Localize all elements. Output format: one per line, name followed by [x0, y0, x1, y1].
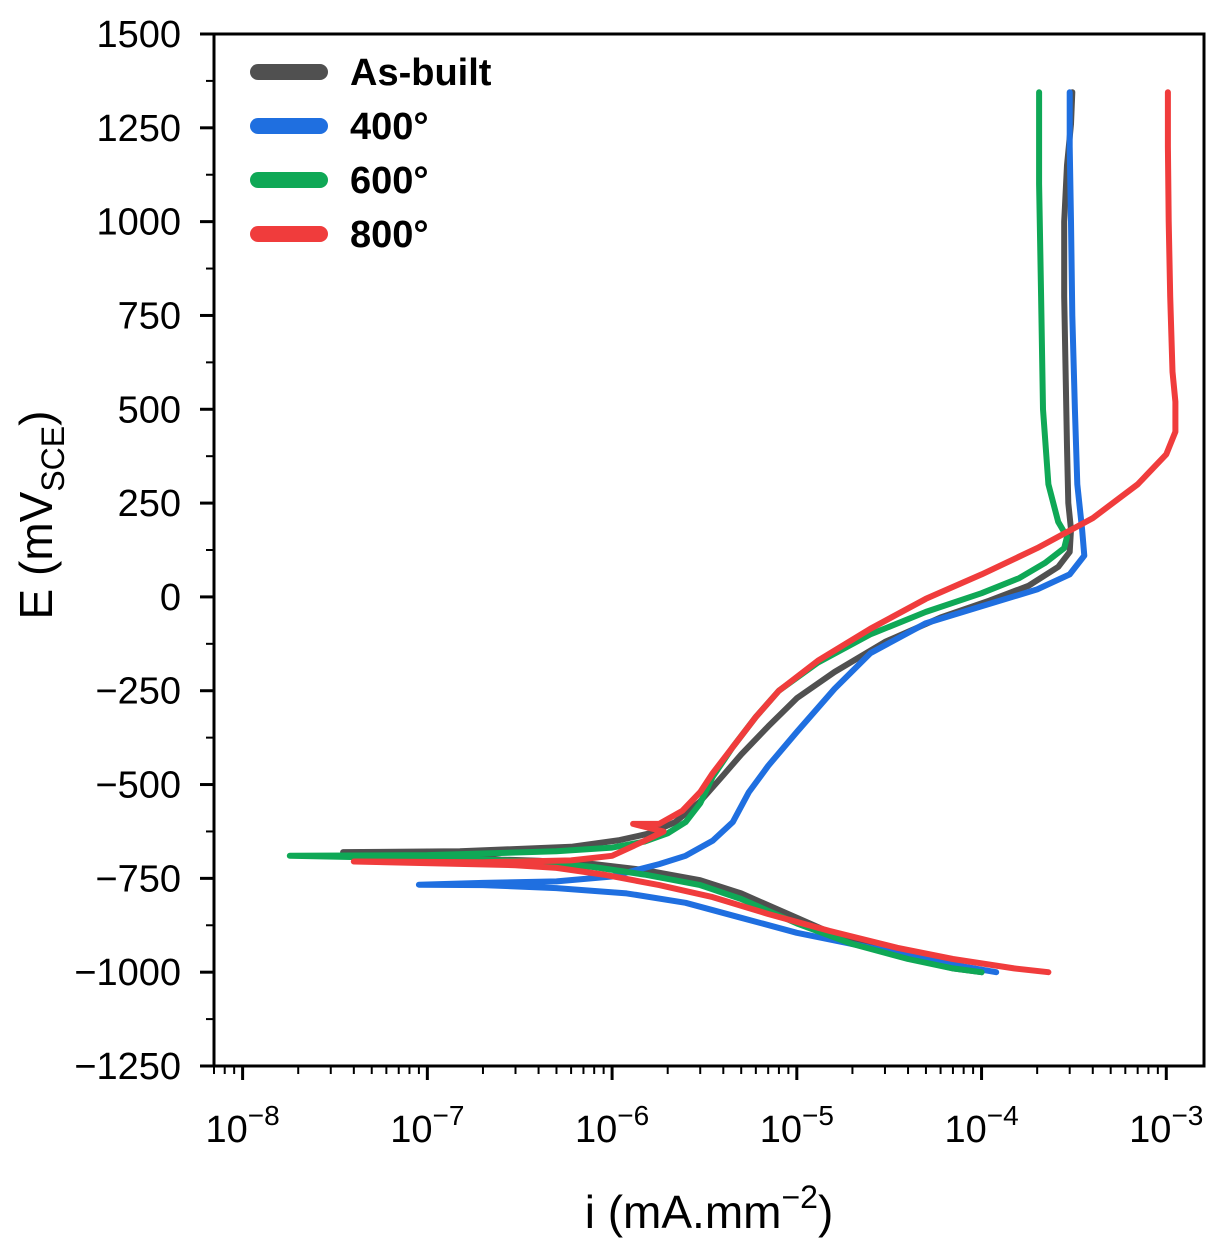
x-tick-label: 10−7	[390, 1100, 464, 1151]
y-tick-label: 1000	[96, 202, 181, 244]
y-tick-label: −1250	[74, 1046, 181, 1088]
x-tick-label: 10−6	[575, 1100, 649, 1151]
ticks-layer: 1500 1250 1000 750 500 250 0 −250 −500 −750 −1000 −…	[74, 14, 1203, 1151]
legend: As-built 400° 600° 800°	[250, 52, 492, 256]
x-tick-label: 10−5	[760, 1100, 834, 1151]
x-tick-label: 10−4	[944, 1100, 1018, 1151]
legend-label-1: 400°	[350, 106, 429, 148]
y-axis-title: E (mVSCE)	[10, 411, 71, 620]
y-tick-label: −1000	[74, 952, 181, 994]
y-tick-label: −250	[95, 671, 181, 713]
x-tick-label: 10−8	[206, 1100, 280, 1151]
y-tick-label: −500	[95, 765, 181, 807]
x-tick-label: 10−3	[1129, 1100, 1203, 1151]
legend-label-0: As-built	[350, 52, 492, 94]
y-tick-label: 500	[118, 389, 181, 431]
legend-label-3: 800°	[350, 214, 429, 256]
y-tick-label: 0	[160, 577, 181, 619]
legend-label-2: 600°	[350, 160, 429, 202]
series-line-0	[340, 89, 1076, 976]
y-tick-label: 750	[118, 295, 181, 337]
y-tick-label: −750	[95, 858, 181, 900]
series-line-1	[415, 89, 1088, 976]
y-tick-label: 1250	[96, 108, 181, 150]
series-line-3	[350, 89, 1179, 976]
x-axis-title: i (mA.mm−2)	[585, 1179, 834, 1238]
series-line-2	[286, 89, 1070, 976]
y-tick-label: 1500	[96, 14, 181, 56]
series-layer	[286, 89, 1179, 976]
y-tick-label: 250	[118, 483, 181, 525]
